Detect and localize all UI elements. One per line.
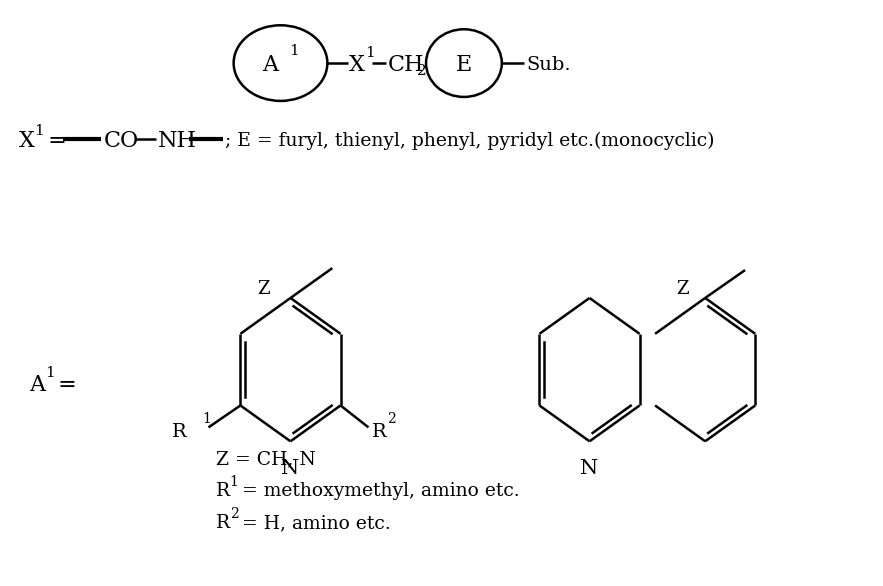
Text: Z: Z xyxy=(675,280,689,298)
Text: Sub.: Sub. xyxy=(527,56,571,74)
Text: = H, amino etc.: = H, amino etc. xyxy=(236,514,390,532)
Text: Z: Z xyxy=(257,280,270,298)
Text: = methoxymethyl, amino etc.: = methoxymethyl, amino etc. xyxy=(236,482,519,500)
Text: NH: NH xyxy=(158,130,197,152)
Text: R: R xyxy=(372,423,386,441)
Text: 1: 1 xyxy=(230,475,238,489)
Text: X: X xyxy=(350,54,366,76)
Text: CO: CO xyxy=(104,130,140,152)
Text: N: N xyxy=(580,459,599,478)
Text: =: = xyxy=(51,373,77,396)
Text: ; E = furyl, thienyl, phenyl, pyridyl etc.(monocyclic): ; E = furyl, thienyl, phenyl, pyridyl et… xyxy=(224,132,714,150)
Text: =: = xyxy=(42,130,67,152)
Text: Z = CH, N: Z = CH, N xyxy=(215,450,315,468)
Text: 1: 1 xyxy=(34,124,44,138)
Text: 1: 1 xyxy=(45,366,55,380)
Text: A: A xyxy=(29,373,45,396)
Text: R: R xyxy=(215,514,230,532)
Text: 2: 2 xyxy=(230,507,238,521)
Text: 2: 2 xyxy=(417,64,426,78)
Text: 1: 1 xyxy=(290,44,299,58)
Text: CH: CH xyxy=(389,54,425,76)
Text: R: R xyxy=(215,482,230,500)
Text: E: E xyxy=(456,54,472,76)
Text: A: A xyxy=(262,54,278,76)
Text: 2: 2 xyxy=(388,413,396,427)
Text: N: N xyxy=(282,459,299,478)
Text: 1: 1 xyxy=(202,413,211,427)
Text: X: X xyxy=(19,130,35,152)
Text: R: R xyxy=(172,423,186,441)
Text: 1: 1 xyxy=(366,46,375,60)
